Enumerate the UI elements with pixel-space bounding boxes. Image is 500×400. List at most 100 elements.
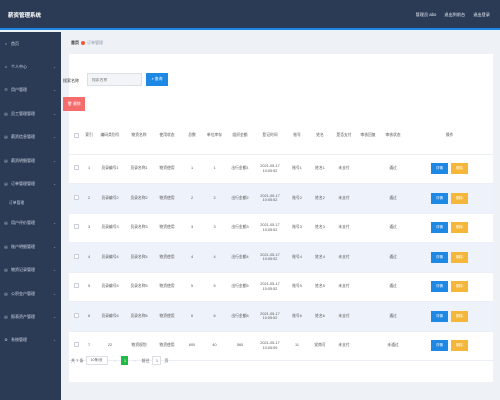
delete-button[interactable]: 删除 — [451, 163, 468, 175]
column-header: 总数 — [181, 118, 203, 155]
breadcrumb-home[interactable]: 首页 — [71, 40, 79, 45]
select-all-checkbox[interactable] — [73, 132, 79, 138]
table-cell: 物资使用 — [153, 213, 181, 243]
row-checkbox[interactable] — [73, 283, 79, 289]
chevron-down-icon: ⌄ — [53, 338, 56, 343]
sidebar-item[interactable]: ▤ 物资记录管理 ⌄ — [0, 259, 61, 282]
table-cell: 物资规划 — [125, 331, 153, 361]
detail-button[interactable]: 详情 — [431, 310, 448, 322]
detail-button[interactable]: 详情 — [431, 163, 448, 175]
table-cell: 2021-05-17 10:05:52 — [254, 272, 286, 302]
table-cell: 未支付 — [332, 242, 356, 273]
table-cell: 2021-05-17 10:05:59 — [254, 331, 286, 361]
table-cell: 6 — [203, 301, 226, 332]
sidebar-item[interactable]: ▤ 报表资产管理 ⌄ — [0, 305, 61, 328]
table-cell: 账号5 — [286, 272, 308, 302]
table-cell — [356, 242, 380, 273]
table-cell: 2021-05-17 10:05:52 — [254, 242, 286, 273]
table-row: 6 员录编号6 员录名称6 物资使用 6 6 出行金额6 2021-05-17 10:05:5… — [69, 301, 493, 332]
sidebar-item-label: 薪资信息管理 — [11, 134, 35, 140]
page-size-select[interactable]: 10条/页 — [86, 356, 109, 365]
sidebar-item[interactable]: ▤ 账户明细管理 ⌄ — [0, 235, 61, 258]
row-checkbox[interactable] — [73, 312, 79, 318]
page-unit: 页 — [164, 357, 169, 363]
sidebar-item[interactable]: ▤ 薪资明细管理 ⌄ — [0, 149, 61, 172]
table-cell: 出行金额3 — [226, 213, 254, 243]
list-icon: ▤ — [4, 221, 8, 226]
table-cell: 出行金额2 — [226, 183, 254, 214]
column-header: 登记时间 — [254, 118, 286, 155]
sidebar-item[interactable]: ⌂ 首页 — [0, 32, 61, 55]
top-bar: 薪资管理系统 管理员 abo 退出到前台 退出登录 — [0, 0, 500, 30]
detail-button[interactable]: 详情 — [431, 192, 448, 204]
search-icon: ⌕ — [151, 77, 154, 81]
search-input[interactable] — [87, 73, 142, 86]
row-checkbox[interactable] — [73, 253, 79, 259]
sidebar-item[interactable]: ▤ 用户评价管理 ⌄ — [0, 212, 61, 235]
select-all-header[interactable] — [69, 118, 83, 155]
prev-page-icon[interactable]: ‹ — [114, 358, 116, 363]
sidebar-subitem[interactable]: 订单管理 — [9, 201, 25, 206]
table-cell: 4 — [83, 242, 95, 273]
delete-button[interactable]: 删除 — [451, 251, 468, 263]
table-cell: 员录名称5 — [125, 272, 153, 302]
sidebar-item[interactable]: ▤ 公积金户管理 ⌄ — [0, 282, 61, 305]
table-cell: 员录编号5 — [95, 272, 125, 302]
table-cell: 员录名称4 — [125, 242, 153, 273]
table-cell: 6 — [181, 301, 203, 332]
goto-input[interactable]: 1 — [152, 356, 162, 365]
table-cell: 员录编号1 — [95, 154, 125, 184]
sidebar-item-label: 首页 — [11, 40, 19, 46]
front-link[interactable]: 退出到前台 — [444, 12, 466, 17]
chevron-down-icon: ⌄ — [53, 111, 56, 116]
detail-button[interactable]: 详情 — [431, 222, 448, 234]
chevron-down-icon: ⌄ — [53, 182, 56, 187]
table-cell: 2021-05-17 10:05:52 — [254, 301, 286, 332]
sidebar-item[interactable]: ▤ 订单管理管理 ⌄ — [0, 172, 61, 195]
column-header: 编码类别号 — [95, 118, 125, 155]
sidebar-item[interactable]: ▤ 员工管理管理 ⌄ — [0, 102, 61, 125]
row-checkbox[interactable] — [73, 165, 79, 171]
table-cell: 物资使用 — [153, 301, 181, 332]
sidebar-item-label: 公积金户管理 — [11, 290, 35, 296]
table-row: 4 员录编号4 员录名称4 物资使用 4 4 出行金额4 2021-05-17 10:05:5… — [69, 242, 493, 273]
batch-delete-button[interactable]: 🗑 删除 — [63, 97, 85, 111]
sidebar-item[interactable]: ⚙ 系统管理 ⌄ — [0, 329, 61, 352]
detail-button[interactable]: 详情 — [431, 281, 448, 293]
row-checkbox[interactable] — [73, 194, 79, 200]
delete-button[interactable]: 删除 — [451, 222, 468, 234]
row-select-cell — [69, 301, 83, 332]
table-cell: 600 — [181, 331, 203, 361]
column-header: 使用状态 — [153, 118, 181, 155]
chevron-down-icon: ⌄ — [53, 88, 56, 93]
sidebar-item[interactable]: ☺ 个人中心 ⌄ — [0, 55, 61, 78]
search-button[interactable]: ⌕ 查询 — [146, 73, 168, 86]
table-cell: 3 — [203, 213, 226, 243]
sidebar-item[interactable]: ☷ 用户管理 ⌄ — [0, 79, 61, 102]
table-cell: 2021-05-17 10:05:52 — [254, 154, 286, 184]
page-number[interactable]: 1 — [121, 356, 129, 365]
next-page-icon[interactable]: › — [134, 358, 136, 363]
current-user: 管理员 abo — [415, 12, 437, 17]
table-cell: 2021-05-17 10:05:52 — [254, 213, 286, 243]
column-header: 操作 — [406, 118, 493, 155]
row-checkbox[interactable] — [73, 342, 79, 348]
delete-button[interactable]: 删除 — [451, 192, 468, 204]
row-select-cell — [69, 331, 83, 361]
delete-button[interactable]: 删除 — [451, 340, 468, 352]
sidebar-item[interactable]: ▤ 薪资信息管理 ⌄ — [0, 126, 61, 149]
pager-total: 共 7 条 — [71, 357, 84, 363]
delete-button[interactable]: 删除 — [451, 310, 468, 322]
table-cell: 3 — [181, 213, 203, 243]
table-cell: 出行金额5 — [226, 272, 254, 302]
row-checkbox[interactable] — [73, 224, 79, 230]
detail-button[interactable]: 详情 — [431, 340, 448, 352]
table-cell: 5 — [83, 272, 95, 302]
table-cell: 1 — [83, 154, 95, 184]
table-cell: 通过 — [380, 301, 406, 332]
detail-button[interactable]: 详情 — [431, 251, 448, 263]
table-cell: 未支付 — [332, 272, 356, 302]
logout-link[interactable]: 退出登录 — [473, 12, 490, 17]
delete-button[interactable]: 删除 — [451, 281, 468, 293]
table-cell: 账号6 — [286, 301, 308, 332]
